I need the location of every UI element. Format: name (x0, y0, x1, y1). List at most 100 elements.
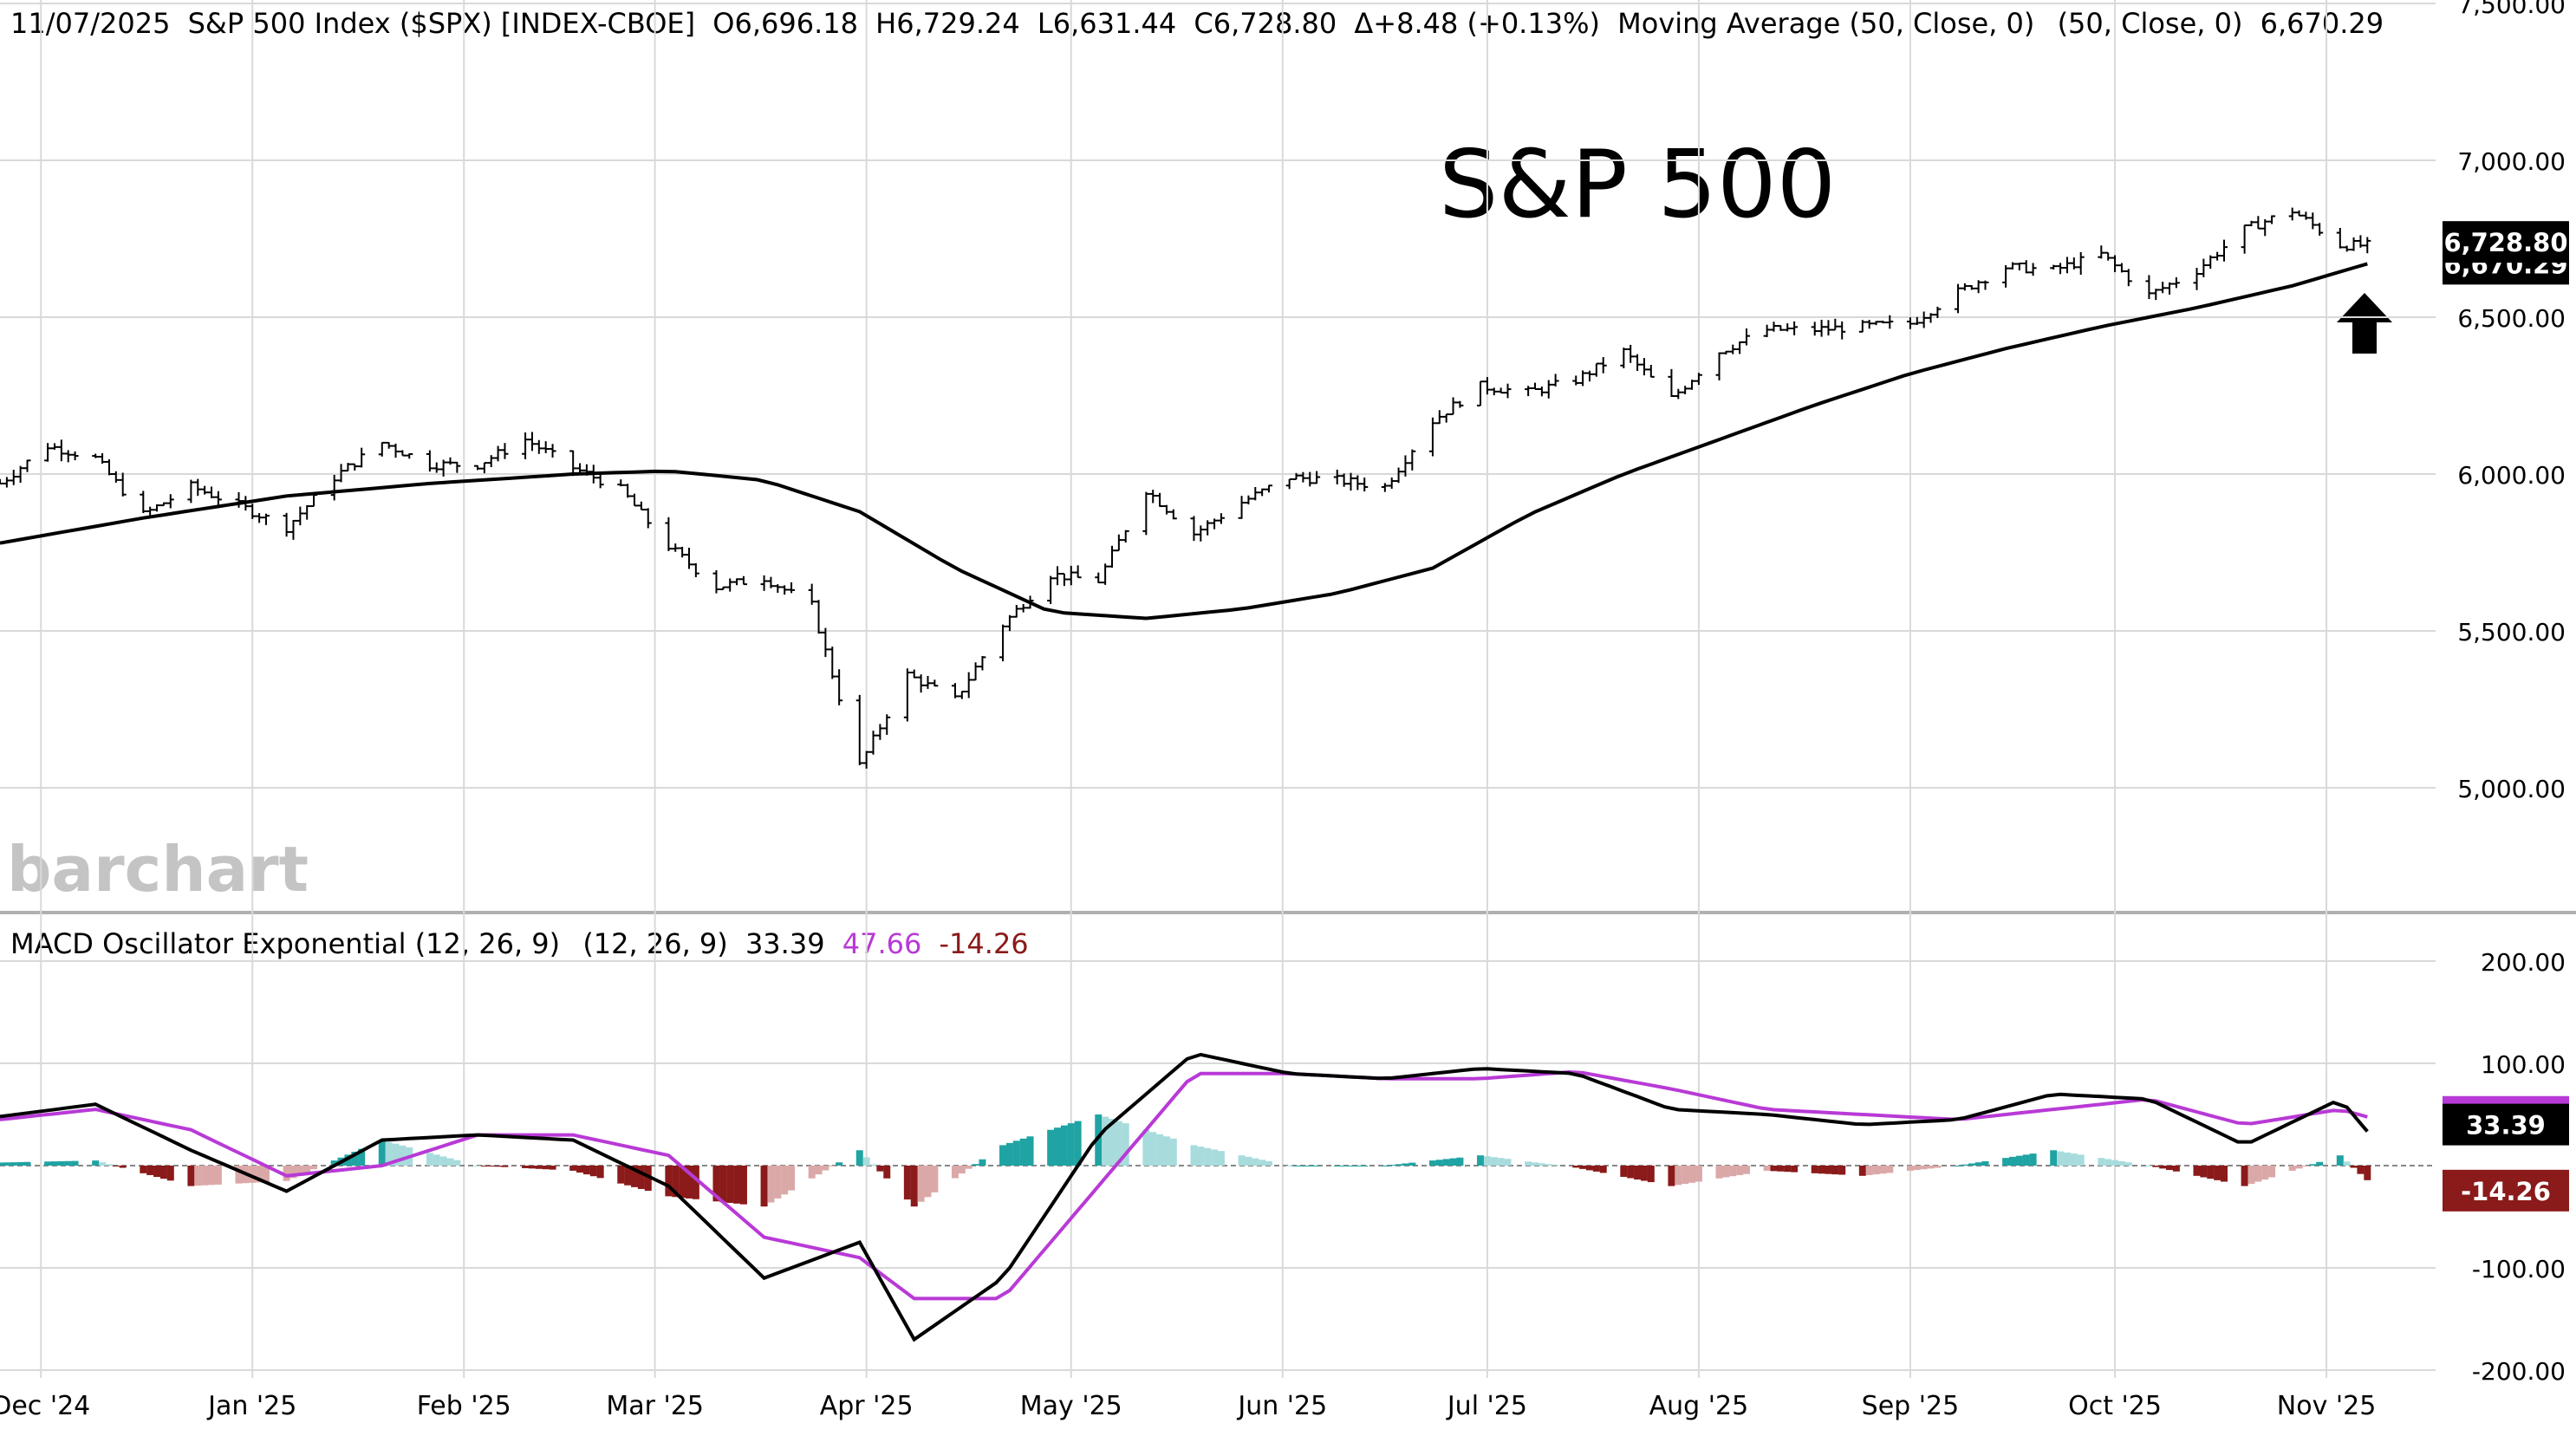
macd-histogram-bar (1428, 1160, 1436, 1166)
price-bar (1538, 387, 1545, 397)
macd-histogram-bar (1402, 1163, 1409, 1166)
price-bar (2029, 263, 2037, 276)
macd-histogram-bar (910, 1166, 918, 1207)
macd-histogram-bar (1968, 1163, 1975, 1166)
macd-histogram-bar (1585, 1166, 1593, 1171)
macd-histogram-bar (2104, 1159, 2112, 1166)
macd-histogram-bar (159, 1166, 167, 1179)
price-bar (1149, 490, 1157, 504)
price-bar (1162, 504, 1170, 515)
price-bar (208, 486, 216, 498)
macd-histogram-bar (1763, 1166, 1771, 1171)
price-bar (1313, 471, 1321, 484)
price-bar (1675, 388, 1682, 400)
price-bar (2350, 237, 2358, 251)
price-bar (2070, 257, 2078, 270)
price-bar (535, 439, 543, 454)
price-bar (1620, 348, 1628, 368)
macd-histogram-bar (296, 1166, 304, 1175)
price-bar (1668, 368, 1675, 398)
macd-histogram-bar (917, 1166, 925, 1202)
price-bar (1060, 573, 1068, 587)
macd-histogram-bar (1791, 1166, 1799, 1173)
macd-hist-badge-bg (2443, 1169, 2569, 1212)
price-bar (2316, 223, 2324, 236)
macd-histogram-bar (44, 1161, 52, 1166)
price-bar (2193, 268, 2201, 290)
macd-histogram-bar (542, 1166, 550, 1170)
macd-histogram-bar (64, 1160, 72, 1166)
price-bar (2302, 211, 2310, 220)
macd-histogram-bar (1545, 1164, 1552, 1166)
macd-histogram-bar (1095, 1114, 1103, 1166)
macd-histogram-bar (2295, 1166, 2303, 1169)
price-bar (1688, 380, 1696, 390)
price-bar (1449, 397, 1457, 416)
price-bar (57, 439, 65, 462)
macd-histogram-bar (2117, 1160, 2125, 1166)
price-bar (726, 578, 734, 592)
macd-histogram-bar (1074, 1121, 1082, 1166)
macd-histogram-bar (2336, 1155, 2344, 1166)
price-bar (1722, 350, 1730, 355)
x-tick-label: Dec '24 (0, 1391, 90, 1421)
price-bar (1456, 400, 1464, 408)
price-bar (624, 484, 632, 498)
macd-histogram-bar (1190, 1145, 1198, 1166)
price-bar (1204, 520, 1212, 536)
price-bar (1886, 315, 1894, 329)
macd-histogram-bar (2288, 1166, 2296, 1171)
header-info: 11/07/2025 S&P 500 Index ($SPX) [INDEX-C… (10, 7, 2384, 40)
x-tick-label: Oct '25 (2068, 1391, 2162, 1421)
price-bar (289, 519, 297, 540)
price-bar (16, 465, 24, 484)
price-bar (2288, 207, 2296, 221)
price-bar (1169, 509, 1177, 520)
macd-histogram-bar (1961, 1164, 1968, 1166)
macd-histogram-bar (726, 1166, 734, 1203)
price-bar (1825, 320, 1832, 336)
macd-histogram-bar (719, 1166, 727, 1203)
price-bar (262, 513, 270, 525)
macd-histogram-bar (2077, 1154, 2085, 1166)
price-bar (2104, 251, 2112, 261)
macd-histogram-bar (665, 1166, 673, 1197)
macd-histogram-bar (1252, 1158, 1259, 1166)
macd-histogram-bar (617, 1166, 625, 1184)
price-bar (1435, 410, 1443, 425)
price-bar (2063, 257, 2071, 274)
macd-histogram-bar (1634, 1166, 1642, 1180)
macd-histogram-bar (808, 1166, 816, 1179)
macd-histogram-bar (2159, 1166, 2167, 1169)
macd-histogram-bar (1504, 1159, 1512, 1166)
macd-histogram-bar (1388, 1165, 1395, 1166)
price-bar (2357, 235, 2365, 248)
macd-histogram-bar (1838, 1166, 1846, 1175)
macd-histogram-bar (883, 1166, 891, 1179)
price-bar (385, 441, 393, 449)
price-bar (822, 627, 829, 658)
price-bar (679, 546, 686, 558)
price-bar (910, 669, 918, 679)
macd-histogram-bar (1532, 1162, 1539, 1166)
macd-histogram-bar (3, 1162, 10, 1166)
price-bar (1347, 472, 1355, 491)
price-bar (631, 493, 639, 507)
macd-histogram-bar (351, 1151, 359, 1166)
macd-histogram-bar (951, 1166, 959, 1179)
macd-histogram-bar (1395, 1164, 1402, 1166)
macd-histogram-bar (1879, 1166, 1887, 1174)
macd-header-hist: -14.26 (940, 927, 1029, 960)
price-bar (2247, 220, 2255, 227)
price-bar (1838, 321, 1846, 340)
last-price-badge-bg (2443, 221, 2569, 263)
macd-histogram-bar (1981, 1160, 1989, 1166)
price-bar (23, 459, 31, 472)
macd-histogram-bar (1640, 1166, 1648, 1181)
macd-header-signal: 47.66 (842, 927, 922, 960)
macd-histogram-bar (1483, 1156, 1491, 1166)
price-bar (487, 455, 495, 468)
price-tick-label: 5,500.00 (2457, 618, 2566, 647)
price-bar (979, 655, 986, 671)
price-bar (1791, 321, 1799, 335)
